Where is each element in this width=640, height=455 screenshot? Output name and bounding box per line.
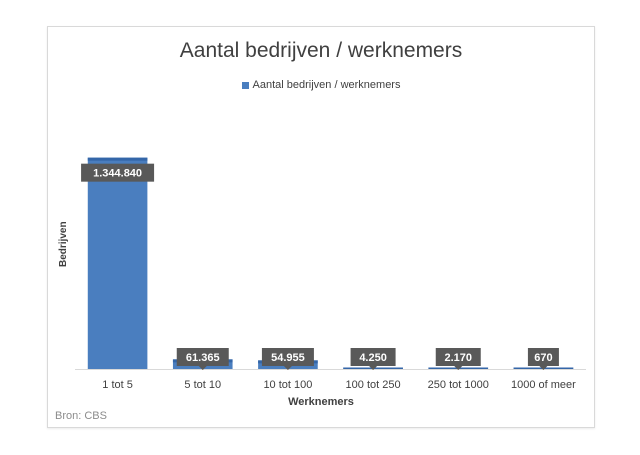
data-label-pointer [198, 366, 207, 370]
bar-plot: 1.344.840 1 tot 5 61.365 5 tot 10 54.955 10 t… [75, 157, 586, 391]
x-axis-label: Werknemers [288, 396, 354, 408]
data-label-box [527, 348, 559, 366]
legend-swatch [241, 81, 249, 89]
y-axis-label: Bedrijven [58, 221, 69, 267]
x-tick-label: 100 tot 250 [346, 379, 401, 391]
data-label-pointer [369, 366, 378, 370]
data-label-pointer [454, 366, 463, 370]
x-tick-label: 1000 of meer [511, 379, 576, 391]
source-note: Bron: CBS [55, 410, 107, 422]
data-label-box [81, 163, 155, 182]
x-tick-label: 10 tot 100 [263, 379, 312, 391]
data-label: 670 [534, 352, 552, 364]
legend-label: Aantal bedrijven / werknemers [252, 79, 401, 92]
data-label-pointer [539, 366, 548, 370]
chart-legend: Aantal bedrijven / werknemers [48, 79, 594, 91]
data-label: 61.365 [186, 352, 220, 364]
data-label-box [176, 348, 229, 366]
data-label: 1.344.840 [93, 168, 142, 180]
bar-top-edge [87, 157, 148, 161]
data-label-box [435, 348, 481, 366]
data-label: 4.250 [359, 352, 387, 364]
data-label: 2.170 [444, 352, 472, 364]
chart-container: Aantal bedrijven / werknemers Aantal bed… [47, 26, 595, 428]
data-label-box [261, 348, 314, 366]
data-label: 54.955 [271, 352, 305, 364]
bar [87, 157, 148, 369]
chart-title: Aantal bedrijven / werknemers [179, 39, 463, 62]
x-tick-label: 5 tot 10 [184, 379, 221, 391]
x-tick-label: 1 tot 5 [102, 379, 133, 391]
x-tick-label: 250 tot 1000 [428, 379, 489, 391]
data-label-pointer [283, 366, 292, 370]
data-label-box [350, 348, 396, 366]
